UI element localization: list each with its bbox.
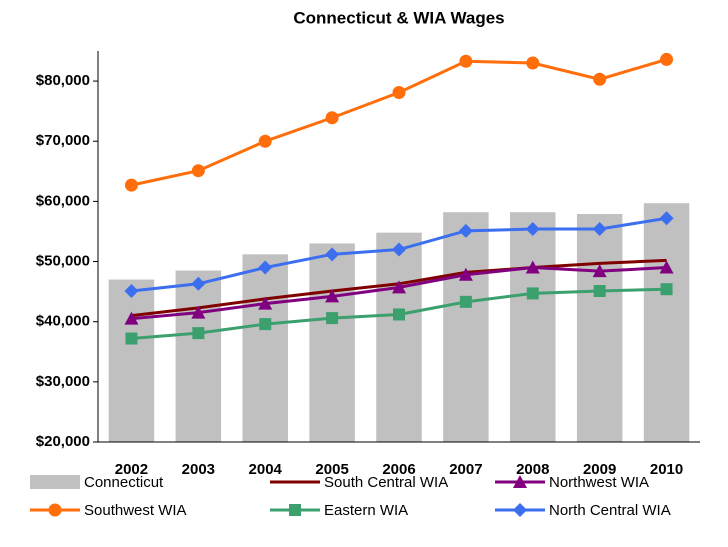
marker [325,111,339,125]
marker [458,223,473,238]
marker [48,503,62,517]
legend-item: Northwest WIA [495,474,649,491]
marker [392,280,406,294]
bar [242,254,288,442]
marker [458,267,473,281]
legend-label: North Central WIA [549,502,671,519]
marker [325,289,340,303]
marker [392,242,406,257]
marker [258,260,273,275]
y-tick-label: $20,000 [36,433,90,450]
legend-item: South Central WIA [270,474,448,491]
y-tick-label: $50,000 [36,253,90,270]
y-tick-label: $80,000 [36,72,90,89]
marker [593,72,607,86]
marker [659,211,674,226]
marker [513,503,527,517]
line [131,57,667,187]
marker [325,247,340,262]
marker [259,318,272,331]
legend-item: North Central WIA [495,502,671,519]
marker [660,52,674,66]
legend-label: Northwest WIA [549,474,649,491]
marker [392,86,406,100]
series [124,52,674,192]
marker [459,54,473,68]
chart-title: Connecticut & WIA Wages [293,8,504,27]
marker [659,260,674,274]
marker [592,222,607,237]
marker [289,504,301,516]
marker [258,134,272,148]
bar [510,212,556,442]
bar [175,270,222,442]
marker [124,178,138,192]
x-tick-label: 2007 [449,461,482,478]
marker [124,311,139,325]
y-tick-label: $60,000 [36,192,90,209]
marker [124,284,139,299]
bar [643,203,690,442]
legend-item: Southwest WIA [30,502,187,519]
legend-label: Connecticut [84,474,164,491]
bar [576,214,623,442]
marker [258,296,273,310]
marker [191,276,206,291]
series [124,211,674,299]
legend-label: Eastern WIA [324,502,408,519]
marker [526,56,540,70]
legend-item: Eastern WIA [270,502,408,519]
marker [191,164,205,178]
y-tick-label: $40,000 [36,313,90,330]
marker [191,305,206,319]
x-tick-label: 2006 [382,461,415,478]
x-tick-label: 2005 [315,461,348,478]
x-tick-label: 2002 [115,461,148,478]
x-tick-label: 2003 [182,461,215,478]
bar [376,232,422,442]
marker [525,260,540,274]
marker [525,222,540,237]
legend-label: South Central WIA [324,474,448,491]
x-tick-label: 2008 [516,461,549,478]
bar [443,212,489,442]
bar [309,243,355,442]
x-tick-label: 2010 [650,461,683,478]
marker [513,475,527,488]
marker [326,312,339,325]
marker [592,264,607,278]
marker [192,327,205,340]
marker [125,332,138,345]
y-tick-label: $30,000 [36,373,90,390]
marker [393,308,405,321]
x-tick-label: 2009 [583,461,616,478]
series [124,260,674,325]
marker [526,287,539,300]
marker [459,295,472,308]
y-tick-label: $70,000 [36,132,90,149]
legend-item: Connecticut [30,474,164,491]
bar [108,279,155,442]
marker [593,285,606,298]
legend-label: Southwest WIA [84,502,187,519]
x-tick-label: 2004 [249,461,283,478]
marker [660,283,673,296]
legend-swatch [30,475,80,489]
series [125,283,673,345]
